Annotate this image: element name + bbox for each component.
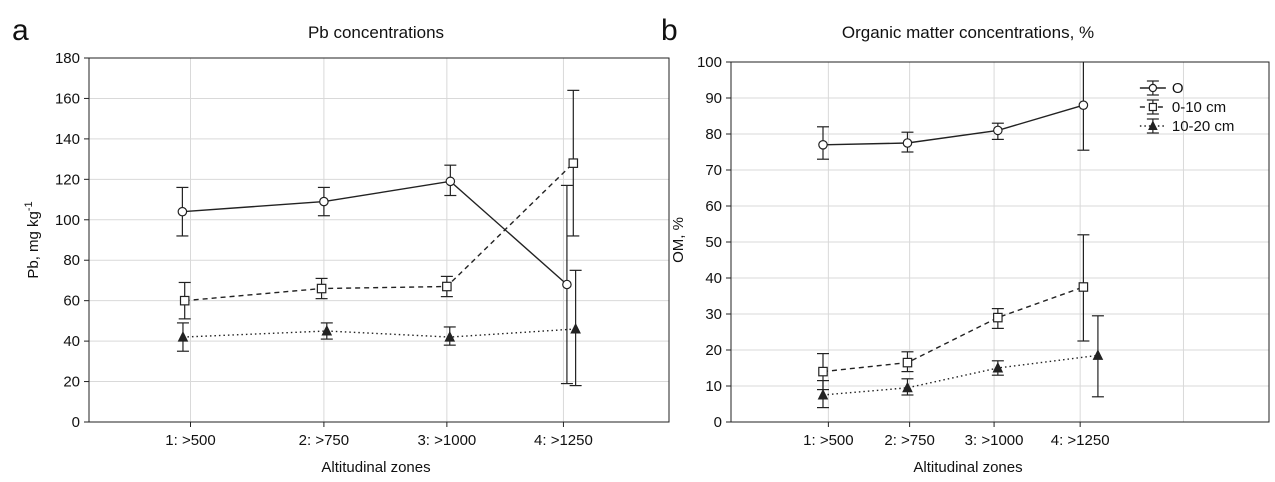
- x-tick-label-b-3: 4: >1250: [1051, 432, 1110, 449]
- panel-letter-b: b: [661, 14, 678, 47]
- y-tick-label-b-10: 100: [697, 54, 722, 71]
- x-axis-label-a: Altitudinal zones: [321, 459, 430, 476]
- x-tick-label-a-3: 4: >1250: [534, 432, 593, 449]
- legend-b: O 0-10 cm 10-20 cm: [1139, 80, 1235, 135]
- data-point-b-2-1: [902, 381, 913, 393]
- legend-item-1: 0-10 cm: [1139, 99, 1226, 116]
- y-tick-labels-b: 0 10 20 30 40 50 60 70 80 90 100: [697, 54, 731, 431]
- data-point-a-0-0: [177, 206, 188, 217]
- data-point-b-1-3: [1078, 282, 1089, 292]
- chart-panel-b: b Organic matter concentrations, % 0 10 20…: [661, 14, 1270, 476]
- plot-area-a: 0 20 40 60 80 100 120 140 160 180 1: >500 2: >750 3…: [55, 50, 670, 449]
- data-point-b-0-0: [818, 140, 828, 150]
- y-tick-label-b-5: 50: [705, 234, 722, 251]
- y-tick-label-b-7: 70: [705, 162, 722, 179]
- series-line-b-2: [822, 354, 1099, 396]
- series-layer-a: [176, 89, 582, 387]
- series-layer-b: [816, 62, 1104, 409]
- data-point-a-1-1: [316, 283, 327, 294]
- x-tick-label-a-0: 1: >500: [165, 432, 215, 449]
- x-tick-labels-a: 1: >500 2: >750 3: >1000 4: >1250: [165, 422, 593, 449]
- y-tick-label-b-2: 20: [705, 342, 722, 359]
- y-axis-label-a-superscript: -1: [23, 201, 35, 211]
- x-tick-label-b-1: 2: >750: [884, 432, 934, 449]
- y-tick-label-a-6: 120: [55, 171, 80, 188]
- series-line-a-1: [184, 162, 574, 302]
- y-tick-label-b-1: 10: [705, 378, 722, 395]
- data-point-b-2-2: [992, 361, 1004, 373]
- data-point-a-2-2: [444, 330, 456, 342]
- y-tick-label-a-2: 40: [63, 333, 80, 350]
- legend-label-1: 0-10 cm: [1172, 99, 1226, 116]
- gridlines-b: [731, 62, 1269, 422]
- y-axis-label-a: Pb, mg kg-1: [23, 201, 42, 278]
- series-line-b-1: [822, 286, 1084, 373]
- data-point-b-0-1: [902, 138, 913, 148]
- data-point-a-2-1: [321, 324, 333, 336]
- data-point-b-0-2: [993, 125, 1003, 136]
- y-tick-label-a-3: 60: [63, 293, 80, 310]
- x-tick-label-b-2: 3: >1000: [965, 432, 1024, 449]
- y-axis-label-b: OM, %: [670, 217, 687, 263]
- series-line-b-0: [822, 104, 1084, 146]
- plot-frame-a: [88, 57, 670, 423]
- y-tick-label-b-4: 40: [705, 270, 722, 287]
- y-tick-label-a-1: 20: [63, 374, 80, 391]
- data-point-a-0-3: [562, 279, 572, 290]
- y-tick-label-a-4: 80: [63, 252, 80, 269]
- y-tick-label-b-3: 30: [705, 306, 722, 323]
- data-point-b-1-1: [902, 357, 913, 368]
- x-tick-label-a-2: 3: >1000: [417, 432, 476, 449]
- data-point-a-1-2: [442, 281, 452, 292]
- data-point-b-2-3: [1092, 349, 1104, 360]
- chart-panel-a: a Pb concentrations 0 20 40 60 80 100 120 140 16…: [12, 14, 670, 476]
- data-point-b-1-2: [993, 312, 1003, 323]
- data-point-a-1-3: [568, 158, 579, 168]
- legend-label-2: 10-20 cm: [1172, 118, 1235, 135]
- y-axis-label-a-text: Pb, mg kg: [25, 211, 42, 279]
- y-tick-label-a-7: 140: [55, 131, 80, 148]
- y-tick-label-a-9: 180: [55, 50, 80, 67]
- chart-title-a: Pb concentrations: [308, 23, 444, 42]
- data-point-a-0-2: [445, 176, 456, 187]
- y-tick-label-b-0: 0: [714, 414, 722, 431]
- y-tick-label-a-5: 100: [55, 212, 80, 229]
- panel-letter-a: a: [12, 14, 29, 47]
- data-point-a-0-1: [319, 196, 329, 207]
- y-tick-label-b-9: 90: [705, 90, 722, 107]
- x-axis-label-b: Altitudinal zones: [913, 459, 1022, 476]
- plot-area-b: 0 10 20 30 40 50 60 70 80 90 100 1: >500 2: >750 3: …: [697, 54, 1270, 449]
- data-point-b-0-3: [1078, 100, 1089, 110]
- plot-background-a: [89, 58, 669, 422]
- data-point-b-1-0: [818, 366, 828, 377]
- y-tick-label-a-0: 0: [72, 414, 80, 431]
- x-tick-label-b-0: 1: >500: [803, 432, 853, 449]
- data-point-a-2-0: [177, 330, 189, 342]
- data-point-a-1-0: [179, 295, 190, 306]
- chart-title-b: Organic matter concentrations, %: [842, 23, 1094, 42]
- x-tick-labels-b: 1: >500 2: >750 3: >1000 4: >1250: [803, 422, 1110, 449]
- y-tick-label-b-6: 60: [705, 198, 722, 215]
- series-line-a-0: [182, 180, 568, 286]
- legend-item-0: O: [1139, 80, 1184, 97]
- y-tick-label-b-8: 80: [705, 126, 722, 143]
- legend-label-0: O: [1172, 80, 1184, 97]
- y-tick-labels-a: 0 20 40 60 80 100 120 140 160 180: [55, 50, 89, 431]
- data-point-b-2-0: [817, 388, 829, 400]
- x-tick-label-a-1: 2: >750: [299, 432, 349, 449]
- y-tick-label-a-8: 160: [55, 90, 80, 107]
- data-point-a-2-3: [570, 322, 581, 334]
- legend-item-2: 10-20 cm: [1139, 118, 1235, 135]
